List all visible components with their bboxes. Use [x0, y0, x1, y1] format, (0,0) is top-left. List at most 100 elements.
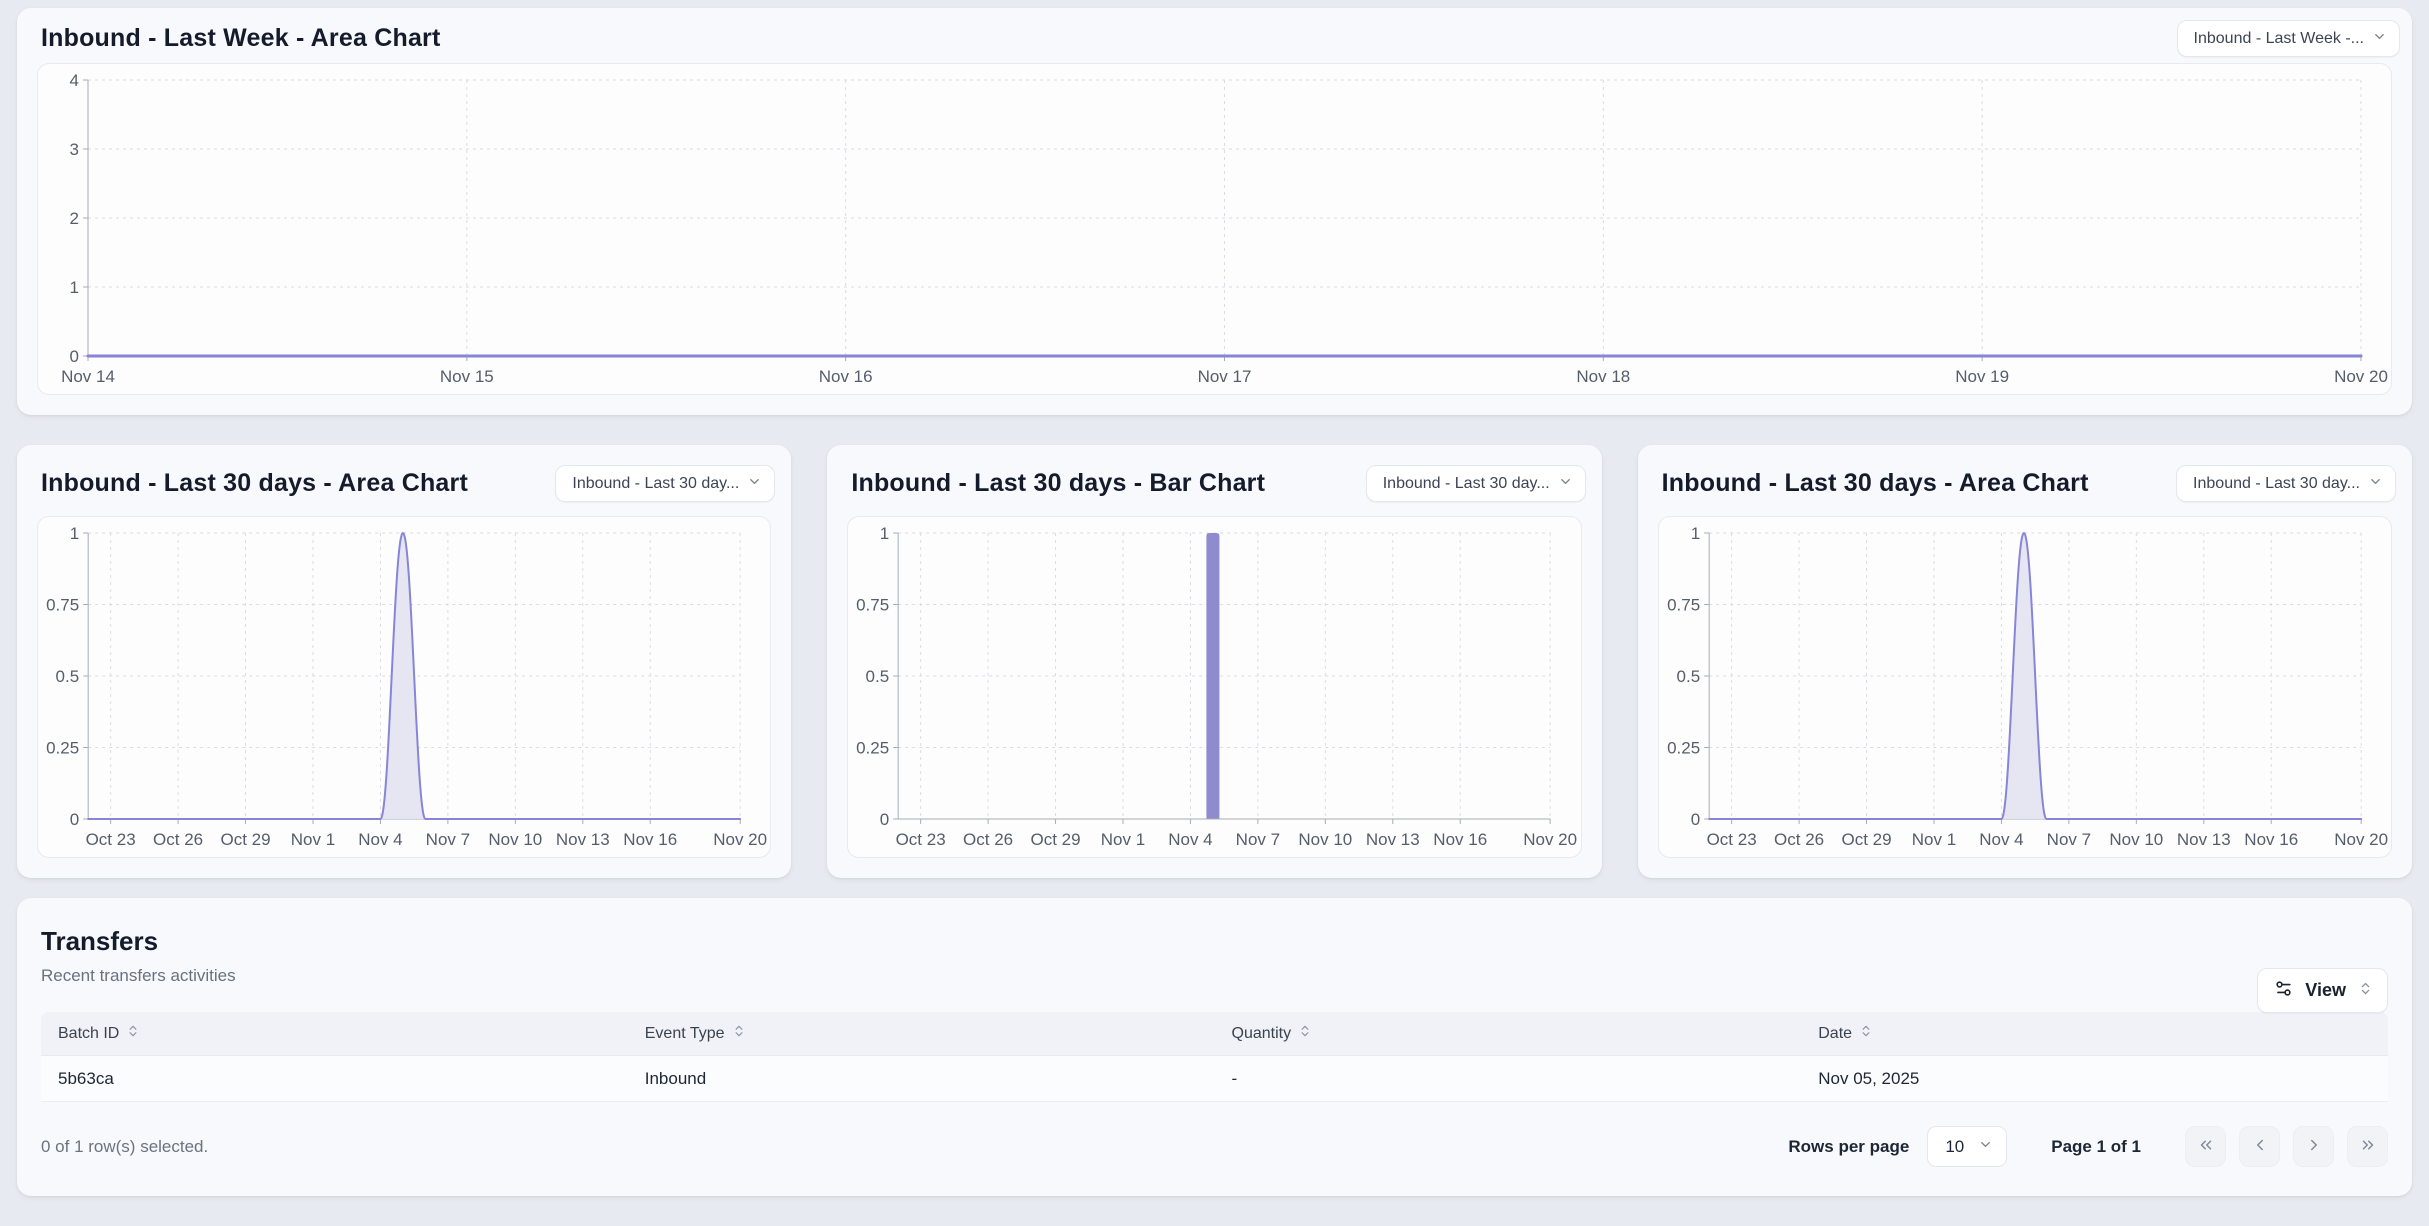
card-title: Inbound - Last Week - Area Chart	[41, 24, 441, 53]
svg-text:0.75: 0.75	[46, 596, 79, 615]
column-label: Batch ID	[58, 1025, 119, 1043]
svg-text:Nov 18: Nov 18	[1576, 367, 1630, 386]
settings-sliders-icon	[2274, 979, 2293, 1003]
chart-select-dropdown[interactable]: Inbound - Last 30 day...	[555, 465, 775, 502]
column-header-quantity[interactable]: Quantity	[1215, 1024, 1802, 1043]
svg-text:0.25: 0.25	[1667, 739, 1700, 758]
chevron-down-icon	[1558, 474, 1573, 494]
card-title: Inbound - Last 30 days - Area Chart	[41, 469, 468, 498]
first-page-button[interactable]	[2185, 1126, 2226, 1167]
svg-text:Nov 7: Nov 7	[426, 830, 470, 849]
svg-text:0: 0	[70, 810, 79, 829]
cell-batch-id: 5b63ca	[41, 1069, 628, 1089]
column-label: Date	[1818, 1025, 1852, 1043]
dropdown-label: Inbound - Last 30 day...	[1383, 475, 1550, 493]
svg-text:1: 1	[1690, 524, 1699, 543]
svg-text:2: 2	[70, 209, 79, 228]
card-header: Inbound - Last 30 days - Bar Chart Inbou…	[827, 445, 1601, 516]
column-header-date[interactable]: Date	[1801, 1024, 2388, 1043]
svg-text:Nov 10: Nov 10	[488, 830, 542, 849]
svg-text:0.5: 0.5	[866, 667, 890, 686]
column-header-batch-id[interactable]: Batch ID	[41, 1024, 628, 1043]
svg-text:0: 0	[70, 347, 79, 366]
svg-text:Oct 29: Oct 29	[1031, 830, 1081, 849]
svg-text:Nov 16: Nov 16	[819, 367, 873, 386]
svg-text:Nov 16: Nov 16	[623, 830, 677, 849]
dashboard-page: Inbound - Last Week - Area Chart Inbound…	[0, 0, 2429, 1226]
chart-panel: 00.250.50.751Oct 23Oct 26Oct 29Nov 1Nov …	[37, 516, 771, 858]
svg-text:1: 1	[880, 524, 889, 543]
transfers-title: Transfers	[41, 926, 2388, 957]
sort-icon	[126, 1024, 140, 1043]
card-title: Inbound - Last 30 days - Area Chart	[1662, 469, 2089, 498]
chevron-down-icon	[747, 474, 762, 494]
svg-text:Nov 1: Nov 1	[1101, 830, 1145, 849]
table-footer: 0 of 1 row(s) selected. Rows per page 10…	[41, 1126, 2388, 1167]
view-button[interactable]: View	[2257, 968, 2388, 1013]
svg-text:Oct 23: Oct 23	[86, 830, 136, 849]
svg-text:0.5: 0.5	[1676, 667, 1700, 686]
dropdown-label: Inbound - Last 30 day...	[572, 475, 739, 493]
svg-text:Oct 23: Oct 23	[896, 830, 946, 849]
chart-select-dropdown[interactable]: Inbound - Last 30 day...	[2176, 465, 2396, 502]
svg-text:Nov 7: Nov 7	[1236, 830, 1280, 849]
charts-row: Inbound - Last 30 days - Area Chart Inbo…	[17, 445, 2412, 878]
selected-rows-text: 0 of 1 row(s) selected.	[41, 1137, 208, 1157]
dropdown-label: Inbound - Last Week -...	[2194, 30, 2364, 48]
chevrons-left-icon	[2197, 1136, 2215, 1157]
dropdown-label: Inbound - Last 30 day...	[2193, 475, 2360, 493]
svg-text:Nov 4: Nov 4	[1979, 830, 2023, 849]
inbound-last-week-card: Inbound - Last Week - Area Chart Inbound…	[17, 8, 2412, 415]
chevron-down-icon	[1978, 1137, 1993, 1157]
chevron-down-icon	[2368, 474, 2383, 494]
svg-text:Nov 13: Nov 13	[1366, 830, 1420, 849]
svg-text:Nov 10: Nov 10	[2109, 830, 2163, 849]
table-row[interactable]: 5b63ca Inbound - Nov 05, 2025	[41, 1056, 2388, 1102]
chevrons-up-down-icon	[2358, 980, 2373, 1001]
card-header: Inbound - Last 30 days - Area Chart Inbo…	[1638, 445, 2412, 516]
rows-per-page-select[interactable]: 10	[1927, 1126, 2007, 1167]
svg-text:Oct 29: Oct 29	[220, 830, 270, 849]
chart-panel: 01234Nov 14Nov 15Nov 16Nov 17Nov 18Nov 1…	[37, 63, 2392, 395]
svg-text:Nov 20: Nov 20	[2334, 830, 2388, 849]
svg-text:3: 3	[70, 140, 79, 159]
cell-event-type: Inbound	[628, 1069, 1215, 1089]
svg-text:Nov 20: Nov 20	[713, 830, 767, 849]
chart-panel: 00.250.50.751Oct 23Oct 26Oct 29Nov 1Nov …	[1658, 516, 2392, 858]
column-label: Quantity	[1232, 1025, 1292, 1043]
svg-text:Oct 26: Oct 26	[153, 830, 203, 849]
svg-text:0.5: 0.5	[56, 667, 80, 686]
rows-per-page-value: 10	[1945, 1137, 1964, 1157]
svg-text:Oct 29: Oct 29	[1841, 830, 1891, 849]
transfers-card: Transfers Recent transfers activities Vi…	[17, 898, 2412, 1196]
pager-buttons	[2185, 1126, 2388, 1167]
column-header-event-type[interactable]: Event Type	[628, 1024, 1215, 1043]
chevron-right-icon	[2305, 1136, 2323, 1157]
svg-text:Nov 1: Nov 1	[1911, 830, 1955, 849]
next-page-button[interactable]	[2293, 1126, 2334, 1167]
card-header: Inbound - Last Week - Area Chart Inbound…	[17, 8, 2412, 63]
svg-text:Nov 13: Nov 13	[556, 830, 610, 849]
svg-text:Nov 16: Nov 16	[1434, 830, 1488, 849]
svg-text:0: 0	[880, 810, 889, 829]
chart-select-dropdown[interactable]: Inbound - Last 30 day...	[1366, 465, 1586, 502]
svg-text:Nov 19: Nov 19	[1955, 367, 2009, 386]
svg-text:0.75: 0.75	[856, 596, 889, 615]
pagination-controls: Rows per page 10 Page 1 of 1	[1788, 1126, 2388, 1167]
previous-page-button[interactable]	[2239, 1126, 2280, 1167]
svg-text:0.25: 0.25	[46, 739, 79, 758]
sort-icon	[1298, 1024, 1312, 1043]
chevron-left-icon	[2251, 1136, 2269, 1157]
view-button-label: View	[2305, 980, 2346, 1001]
svg-text:Nov 4: Nov 4	[358, 830, 402, 849]
chevron-down-icon	[2372, 29, 2387, 49]
svg-text:Oct 26: Oct 26	[963, 830, 1013, 849]
area-chart-last-week: 01234Nov 14Nov 15Nov 16Nov 17Nov 18Nov 1…	[38, 64, 2391, 394]
svg-text:Nov 1: Nov 1	[291, 830, 335, 849]
sort-icon	[732, 1024, 746, 1043]
last-page-button[interactable]	[2347, 1126, 2388, 1167]
cell-quantity: -	[1215, 1069, 1802, 1089]
svg-text:Oct 23: Oct 23	[1706, 830, 1756, 849]
svg-text:0.75: 0.75	[1667, 596, 1700, 615]
chart-select-dropdown[interactable]: Inbound - Last Week -...	[2177, 20, 2400, 57]
